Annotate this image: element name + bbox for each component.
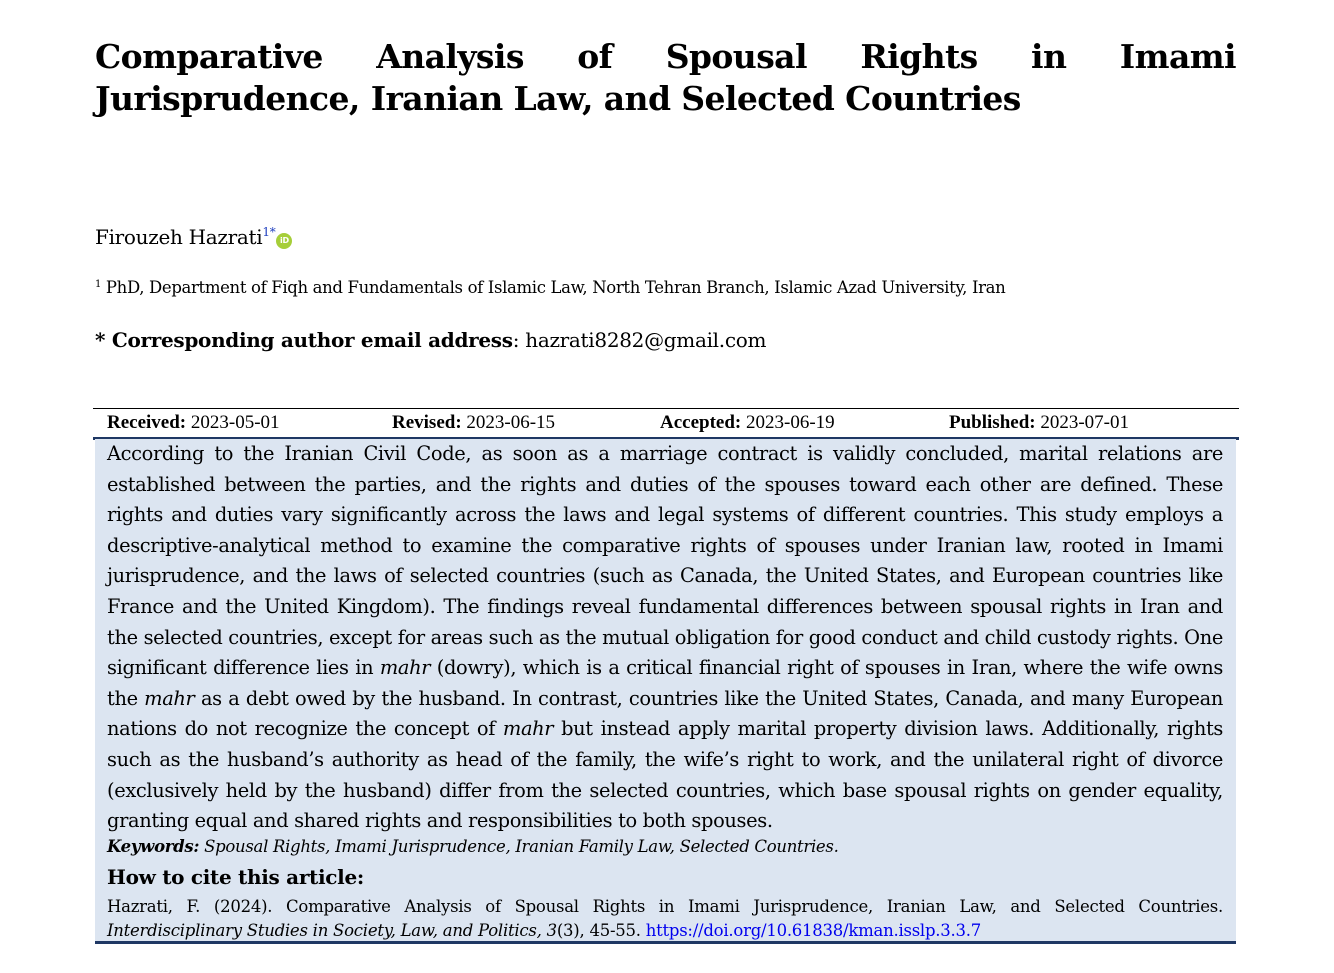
corresponding-separator: : (512, 328, 520, 352)
corresponding-label: * Corresponding author email address (95, 328, 513, 352)
accepted-date: Accepted: 2023-06-19 (660, 410, 835, 436)
author-affiliation-ref: 1* (262, 225, 276, 239)
revised-value: 2023-06-15 (466, 412, 556, 433)
affiliation-text: PhD, Department of Fiqh and Fundamentals… (105, 278, 1006, 297)
published-label: Published: (949, 412, 1036, 433)
keywords-label: Keywords: (107, 837, 200, 856)
published-date: Published: 2023-07-01 (949, 410, 1129, 436)
keywords-list: Spousal Rights, Imami Jurisprudence, Ira… (204, 837, 839, 856)
abstract-part-3: as a debt owed by the husband. In contra… (107, 686, 1223, 741)
abstract-term: mahr (379, 656, 431, 680)
abstract-part-1: According to the Iranian Civil Code, as … (107, 442, 1223, 680)
abstract-term: mahr (502, 717, 554, 741)
citation-journal: Interdisciplinary Studies in Society, La… (107, 921, 557, 940)
keywords: Keywords: Spousal Rights, Imami Jurispru… (107, 836, 1223, 858)
abstract-term: mahr (144, 686, 195, 710)
accepted-value: 2023-06-19 (746, 412, 835, 433)
citation-issue-pages: (3), 45-55. (556, 921, 646, 940)
received-date: Received: 2023-05-01 (107, 410, 280, 436)
citation-reference: Hazrati, F. (2024). Comparative Analysis… (107, 897, 1223, 916)
citation-text: Hazrati, F. (2024). Comparative Analysis… (107, 895, 1223, 943)
abstract-text: According to the Iranian Civil Code, as … (107, 439, 1223, 837)
affiliation: 1 PhD, Department of Fiqh and Fundamenta… (95, 277, 1006, 299)
doi-link[interactable]: https://doi.org/10.61838/kman.isslp.3.3.… (645, 921, 981, 940)
published-value: 2023-07-01 (1040, 412, 1129, 433)
orcid-icon[interactable]: iD (276, 233, 293, 249)
abstract-box: According to the Iranian Civil Code, as … (95, 439, 1236, 944)
corresponding-email[interactable]: hazrati8282@gmail.com (525, 328, 767, 352)
abstract-part-4: but instead apply marital property divis… (107, 717, 1223, 833)
cite-heading: How to cite this article: (107, 865, 364, 889)
revised-date: Revised: 2023-06-15 (392, 410, 555, 436)
accepted-label: Accepted: (660, 412, 742, 433)
corresponding-author: * Corresponding author email address: ha… (95, 327, 766, 353)
affiliation-number: 1 (95, 279, 102, 290)
article-title: Comparative Analysis of Spousal Rights i… (95, 37, 1237, 118)
author-name: Firouzeh Hazrati (95, 225, 263, 249)
dates-bar: Received: 2023-05-01 Revised: 2023-06-15… (93, 408, 1239, 440)
author-line: Firouzeh Hazrati1*iD (95, 224, 293, 250)
revised-label: Revised: (392, 412, 462, 433)
abstract-part-2: (dowry), which is a critical financial r… (107, 656, 1224, 710)
received-value: 2023-05-01 (190, 412, 280, 433)
received-label: Received: (107, 412, 187, 433)
